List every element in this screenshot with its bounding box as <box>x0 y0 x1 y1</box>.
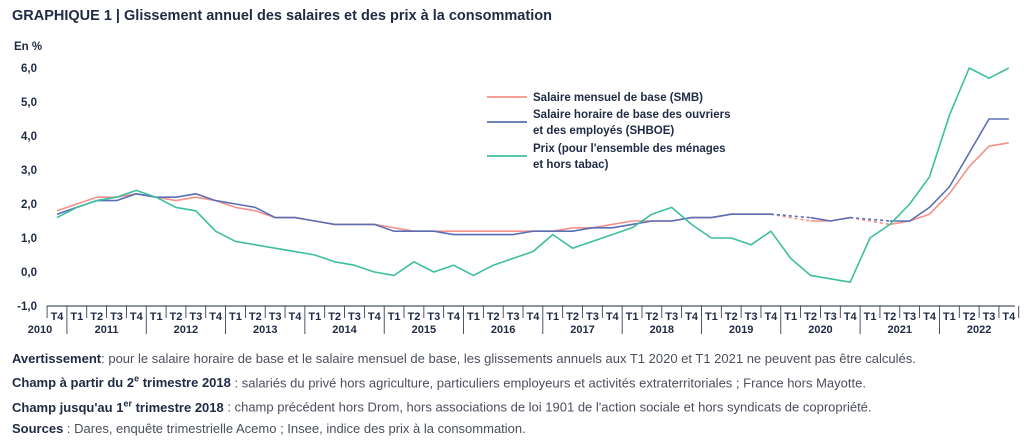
note-sources: Sources : Dares, enquête trimestrielle A… <box>12 420 526 436</box>
series-line <box>56 193 771 232</box>
chart-notes: Avertissement: pour le salaire horaire d… <box>12 348 1012 439</box>
x-tick-label: T1 <box>864 311 877 323</box>
x-tick-label: T4 <box>209 311 223 323</box>
legend-label: Salaire horaire de base des ouvriers <box>533 109 731 121</box>
x-tick-label: T4 <box>606 311 620 323</box>
series-line <box>889 118 1009 222</box>
x-year-label: 2011 <box>95 324 119 336</box>
x-year-label: 2012 <box>174 324 198 336</box>
x-year-label: 2010 <box>28 324 52 336</box>
series-line <box>56 193 771 236</box>
x-tick-label: T2 <box>90 311 103 323</box>
x-tick-label: T2 <box>963 311 976 323</box>
series-lines <box>56 67 1010 284</box>
x-year-label: 2013 <box>253 324 277 336</box>
series-line <box>810 216 851 222</box>
legend-label: Salaire mensuel de base (SMB) <box>533 92 703 104</box>
x-tick-label: T4 <box>447 311 461 323</box>
x-year-label: 2019 <box>729 324 753 336</box>
x-tick-label: T2 <box>645 311 658 323</box>
x-tick-label: T1 <box>229 311 242 323</box>
x-year-label: 2017 <box>570 324 594 336</box>
y-tick-label: 1,0 <box>21 233 37 245</box>
x-tick-label: T1 <box>70 311 83 323</box>
y-tick-label: 6,0 <box>21 63 37 75</box>
series-gap-dashed <box>770 213 811 219</box>
legend-label: Prix (pour l'ensemble des ménages <box>533 143 726 155</box>
series-line <box>56 67 1010 284</box>
x-tick-label: T2 <box>883 311 896 323</box>
x-tick-label: T2 <box>328 311 341 323</box>
x-tick-label: T2 <box>725 311 738 323</box>
series-line <box>889 142 1009 226</box>
x-tick-label: T1 <box>943 311 956 323</box>
legend-label: et hors tabac) <box>533 159 609 171</box>
x-year-label: 2016 <box>491 324 515 336</box>
y-tick-label: 5,0 <box>21 97 37 109</box>
x-tick-label: T1 <box>626 311 639 323</box>
x-tick-label: T3 <box>983 311 996 323</box>
x-tick-label: T1 <box>388 311 401 323</box>
x-tick-label: T3 <box>824 311 837 323</box>
x-tick-label: T4 <box>764 311 778 323</box>
x-tick-label: T4 <box>130 311 144 323</box>
x-year-label: 2015 <box>412 324 436 336</box>
x-tick-label: T4 <box>51 311 65 323</box>
x-year-label: 2018 <box>650 324 674 336</box>
note-warning: Avertissement: pour le salaire horaire d… <box>12 351 916 366</box>
note-scope-2018-q2: Champ à partir du 2e trimestre 2018 : sa… <box>12 374 866 391</box>
x-axis: T4 T1 T2 T3 T4 T1 T2 T3 T4 T1 T2 T3 T4 T1 T2 T3 T4 T1 T2 T3… <box>28 305 1020 336</box>
legend: Salaire mensuel de base (SMB) Salaire hor… <box>487 92 731 171</box>
y-tick-label: 0,0 <box>21 267 37 279</box>
x-tick-label: T1 <box>705 311 718 323</box>
series-gap-dashed <box>850 216 890 222</box>
x-tick-label: T3 <box>348 311 361 323</box>
note-scope-2018-q1: Champ jusqu'au 1er trimestre 2018 : cham… <box>12 398 872 415</box>
y-tick-label: -1,0 <box>17 301 37 313</box>
chart-title-prefix: GRAPHIQUE 1 | <box>12 8 120 24</box>
x-tick-label: T3 <box>665 311 678 323</box>
chart-title-text: Glissement annuel des salaires et des pr… <box>124 8 552 24</box>
chart-title: GRAPHIQUE 1 | Glissement annuel des sala… <box>12 8 552 24</box>
x-tick-label: T2 <box>170 311 183 323</box>
x-tick-label: T4 <box>526 311 540 323</box>
x-tick-label: T3 <box>586 311 599 323</box>
y-tick-label: 3,0 <box>21 165 37 177</box>
x-tick-label: T3 <box>110 311 123 323</box>
x-tick-label: T2 <box>487 311 500 323</box>
x-tick-label: T3 <box>269 311 282 323</box>
x-tick-label: T4 <box>923 311 937 323</box>
x-year-label: 2021 <box>888 324 912 336</box>
y-tick-label: 2,0 <box>21 199 37 211</box>
x-tick-label: T1 <box>784 311 797 323</box>
line-chart: En % 6,05,04,03,02,01,00,0-1,0 T4 T1 T2 T3 T… <box>14 41 1020 336</box>
x-tick-label: T3 <box>427 311 440 323</box>
x-tick-label: T2 <box>408 311 421 323</box>
x-year-label: 2020 <box>808 324 832 336</box>
x-tick-label: T3 <box>745 311 758 323</box>
x-tick-label: T1 <box>150 311 163 323</box>
x-tick-label: T4 <box>844 311 858 323</box>
y-axis-title: En % <box>14 41 42 53</box>
x-tick-label: T3 <box>903 311 916 323</box>
y-axis: 6,0 5,0 4,0 3,0 2,0 1,0 0,0 -1,0 <box>17 63 37 313</box>
x-tick-label: T2 <box>804 311 817 323</box>
y-tick-label: 4,0 <box>21 131 37 143</box>
x-tick-label: T4 <box>368 311 382 323</box>
x-tick-label: T4 <box>1002 311 1016 323</box>
legend-label: et des employés (SHBOE) <box>533 125 674 137</box>
x-tick-label: T2 <box>566 311 579 323</box>
x-tick-label: T1 <box>467 311 480 323</box>
x-year-label: 2014 <box>332 324 357 336</box>
x-tick-label: T4 <box>289 311 303 323</box>
x-tick-label: T1 <box>546 311 559 323</box>
x-tick-label: T1 <box>308 311 321 323</box>
x-tick-label: T2 <box>249 311 262 323</box>
x-tick-label: T3 <box>189 311 202 323</box>
x-year-label: 2022 <box>967 324 991 336</box>
x-tick-label: T3 <box>507 311 520 323</box>
x-tick-label: T4 <box>685 311 699 323</box>
